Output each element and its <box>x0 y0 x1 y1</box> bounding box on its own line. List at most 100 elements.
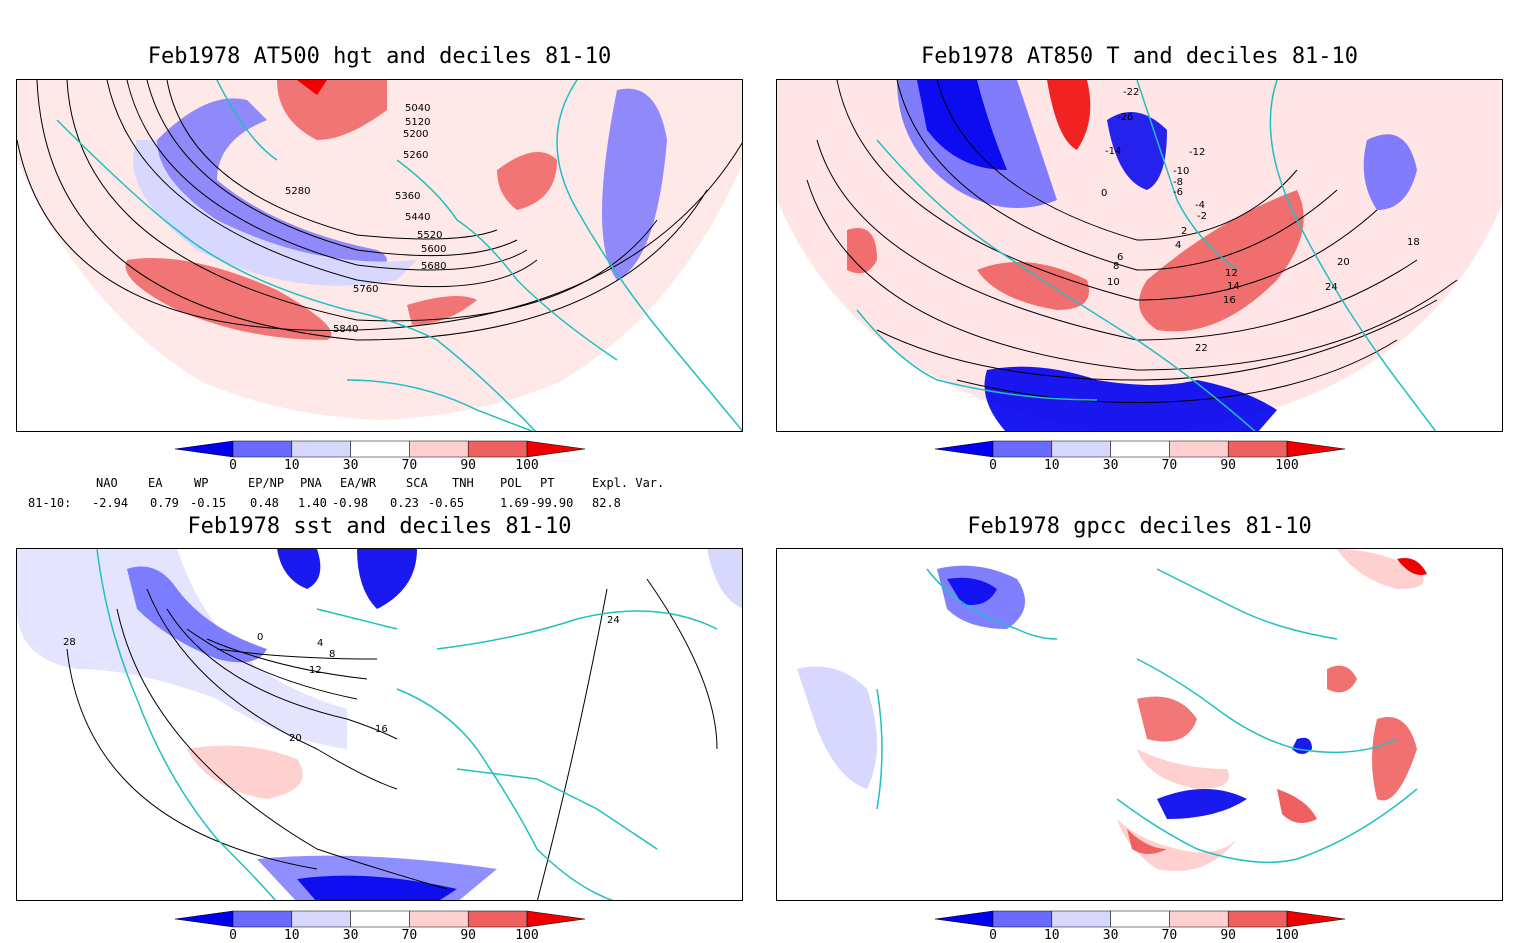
colorbar-segment <box>291 910 351 928</box>
colorbar-label: 0 <box>989 928 997 943</box>
contour-label: 12 <box>1225 268 1238 279</box>
panel-title-gpcc: Feb1978 gpcc deciles 81-10 <box>967 514 1312 539</box>
colorbar-segment <box>1286 440 1346 458</box>
contour-label: 20 <box>1337 257 1350 268</box>
colorbar-svg <box>934 440 1346 458</box>
colorbar-label: 30 <box>1102 928 1119 943</box>
colorbar-label: 10 <box>1043 458 1060 473</box>
contour-label: 5120 <box>405 117 430 128</box>
contour-label: -14 <box>1105 146 1121 157</box>
contour-label: -6 <box>1173 187 1183 198</box>
contour-label: 28 <box>63 637 76 648</box>
colorbar-label: 10 <box>283 458 300 473</box>
colorbar-segment <box>1110 440 1170 458</box>
index-header: Expl. Var. <box>592 476 665 490</box>
contour-label: 2 <box>1181 226 1187 237</box>
colorbar-label: 30 <box>1102 458 1119 473</box>
contour-label: 10 <box>1107 277 1120 288</box>
colorbar-top-left: 0 10 30 70 90 100 <box>174 440 586 473</box>
contour-label: 5760 <box>353 284 378 295</box>
colorbar-label: 100 <box>1275 928 1299 943</box>
colorbar-segment <box>291 440 351 458</box>
colorbar-segment <box>409 910 469 928</box>
index-value: 1.40 <box>298 496 327 510</box>
contour-label: 8 <box>329 649 335 660</box>
contour-label: 5680 <box>421 261 446 272</box>
index-header: NAO <box>96 476 118 490</box>
colorbar-segment <box>232 910 293 928</box>
colorbar-segment <box>409 440 469 458</box>
colorbar-label: 100 <box>515 458 539 473</box>
colorbar-label: 90 <box>460 928 477 943</box>
index-header: EA/WR <box>340 476 377 490</box>
contour-label: 0 <box>1101 188 1107 199</box>
colorbar-segment <box>232 440 293 458</box>
contour-label: -26 <box>1117 112 1133 123</box>
contour-label: -10 <box>1173 166 1189 177</box>
colorbar-segment <box>1051 910 1111 928</box>
index-header: EP/NP <box>248 476 285 490</box>
colorbar-top-right: 0 10 30 70 90 100 <box>934 440 1346 473</box>
index-header: EA <box>148 476 163 490</box>
contour-label: -22 <box>1123 87 1139 98</box>
colorbar-segment <box>526 440 586 458</box>
index-row-label: 81-10: <box>28 496 72 510</box>
contour-label: 24 <box>1325 282 1338 293</box>
contour-label: -4 <box>1195 200 1205 211</box>
colorbar-label: 70 <box>401 458 418 473</box>
contour-label: -2 <box>1197 211 1207 222</box>
anomaly-low <box>155 98 387 270</box>
map-gpcc <box>776 548 1503 901</box>
colorbar-segment <box>526 910 586 928</box>
colorbar-segment <box>467 910 528 928</box>
contour-label: 5520 <box>417 230 442 241</box>
colorbar-segment <box>1169 910 1229 928</box>
map-t850: -22 -26 -14 -12 -10 -8 -6 -4 -2 0 2 4 6 … <box>776 79 1503 432</box>
colorbar-label: 90 <box>460 458 477 473</box>
colorbar-segment <box>1286 910 1346 928</box>
contour-label: 5040 <box>405 103 430 114</box>
index-value: 1.69 <box>500 496 529 510</box>
index-value: -0.98 <box>332 496 369 510</box>
colorbar-segment <box>1169 440 1229 458</box>
map-sst: 0 4 8 12 16 20 24 28 <box>16 548 743 901</box>
panel-title-sst: Feb1978 sst and deciles 81-10 <box>187 514 572 539</box>
colorbar-label: 0 <box>989 458 997 473</box>
contour-label: 8 <box>1113 261 1119 272</box>
index-value: -0.15 <box>190 496 227 510</box>
contour-label: 5840 <box>333 324 358 335</box>
colorbar-segment <box>174 910 234 928</box>
colorbar-label: 100 <box>515 928 539 943</box>
contour-label: -12 <box>1189 147 1205 158</box>
contour-label: 0 <box>257 632 263 643</box>
colorbar-label: 10 <box>283 928 300 943</box>
index-table: NAO EA WP EP/NP PNA EA/WR SCA TNH POL PT… <box>0 476 740 516</box>
colorbar-svg <box>934 910 1346 928</box>
colorbar-label: 70 <box>1161 458 1178 473</box>
colorbar-bottom-left: 0 10 30 70 90 100 <box>174 910 586 943</box>
colorbar-label: 30 <box>342 928 359 943</box>
contour-label: 5600 <box>421 244 446 255</box>
panel-title-t850: Feb1978 AT850 T and deciles 81-10 <box>920 44 1359 69</box>
colorbar-segment <box>1051 440 1111 458</box>
colorbar-segment <box>992 910 1053 928</box>
colorbar-segment <box>174 440 234 458</box>
index-value: -99.90 <box>530 496 574 510</box>
index-value: 0.23 <box>390 496 419 510</box>
index-value: -2.94 <box>92 496 129 510</box>
index-header: SCA <box>406 476 428 490</box>
colorbar-segment <box>1110 910 1170 928</box>
index-header: PT <box>540 476 555 490</box>
index-header: POL <box>500 476 522 490</box>
colorbar-segment <box>1227 910 1288 928</box>
panel-title-hgt500: Feb1978 AT500 hgt and deciles 81-10 <box>147 44 612 69</box>
contour-label: 4 <box>1175 240 1181 251</box>
colorbar-label: 100 <box>1275 458 1299 473</box>
colorbar-label: 10 <box>1043 928 1060 943</box>
contour-label: 16 <box>375 724 388 735</box>
colorbar-bottom-right: 0 10 30 70 90 100 <box>934 910 1346 943</box>
colorbar-label: 90 <box>1220 458 1237 473</box>
colorbar-label: 0 <box>229 928 237 943</box>
contour-label: 5260 <box>403 150 428 161</box>
colorbar-svg <box>174 910 586 928</box>
